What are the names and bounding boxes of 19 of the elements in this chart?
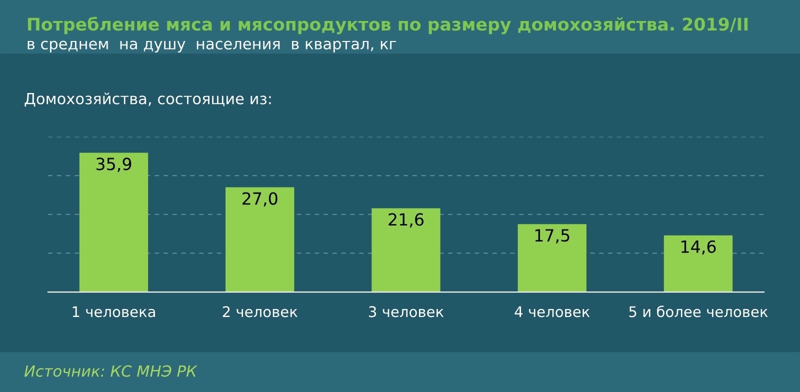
x-tick-label: 3 человек [369,306,444,318]
chart-title: Потребление мяса и мясопродуктов по размеру домохозяйства. 2019/II [28,16,748,34]
data-label: 17,5 [535,229,570,244]
data-label: 27,0 [242,192,278,207]
x-tick-label: 1 человека [72,306,155,318]
bar [226,187,294,292]
data-label: 21,6 [388,213,424,228]
bar [79,152,148,292]
data-label: 35,9 [96,158,132,172]
text: Источник: КС МНЭ РК [24,365,198,377]
bar [664,235,733,292]
text: Домохозяйства, состоящие из: [24,92,271,107]
x-tick-label: 4 человек [514,306,590,318]
chart-subtitle: в среднем на душу населения в квартал, кг [28,40,396,52]
bar [372,208,440,292]
bar [518,224,586,292]
data-label: 14,6 [682,240,716,255]
x-tick-label: 2 человек [222,306,298,318]
x-tick-label: 5 и более человек [629,306,768,318]
